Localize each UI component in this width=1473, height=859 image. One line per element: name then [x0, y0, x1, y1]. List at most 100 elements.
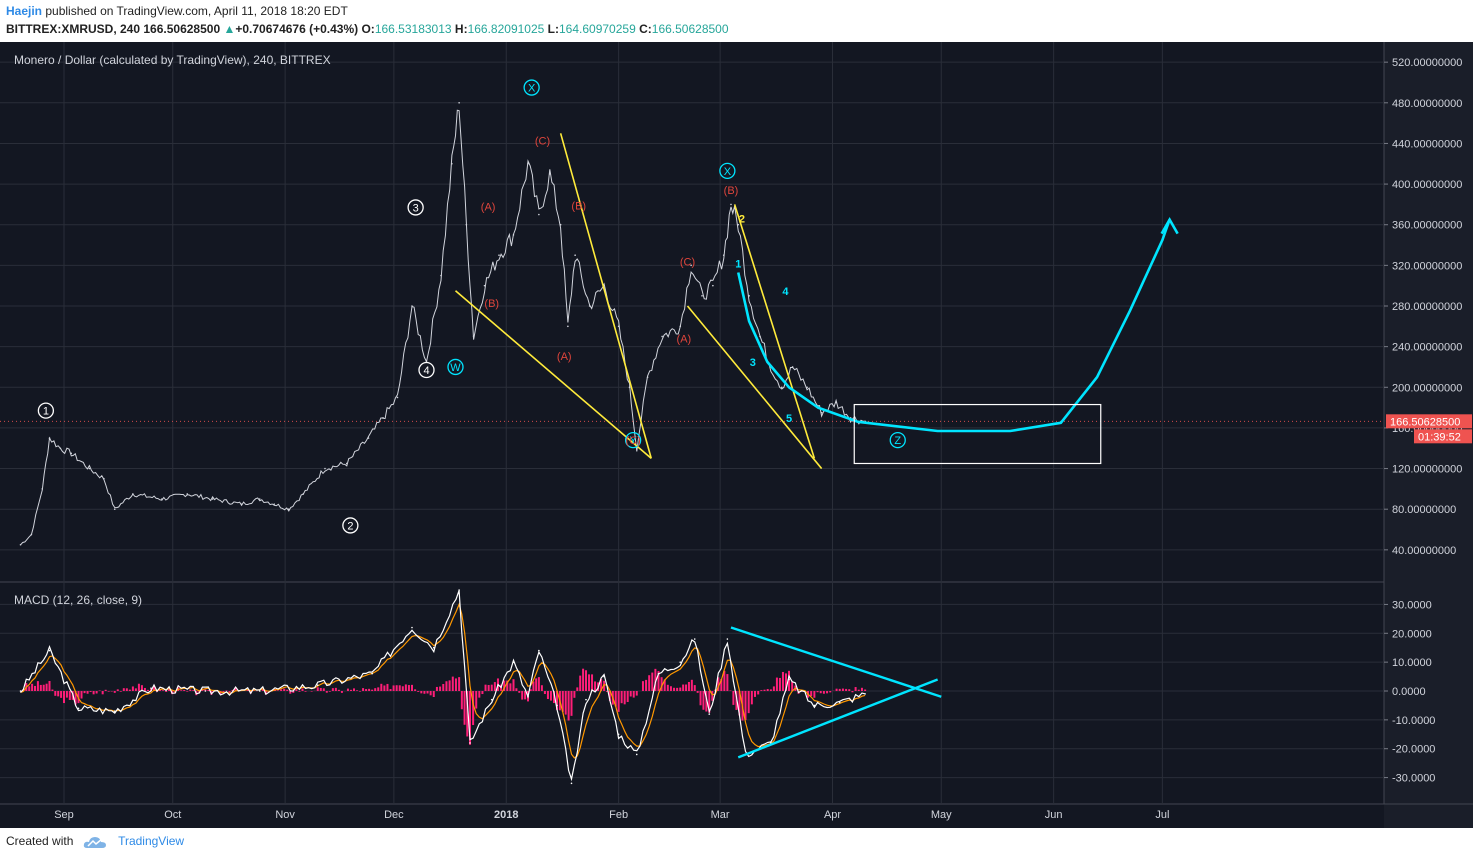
- price-point: [483, 284, 486, 287]
- macd-point: [838, 701, 841, 704]
- y-tick-label: 400.00000000: [1392, 179, 1462, 191]
- y-tick-label: 360.00000000: [1392, 220, 1462, 232]
- macd-point: [726, 638, 729, 640]
- wave-degree-label: X: [528, 83, 536, 95]
- price-point: [132, 493, 134, 495]
- tradingview-logo-icon: [83, 836, 106, 848]
- x-tick-label: Dec: [384, 809, 404, 821]
- x-tick-label: Mar: [711, 809, 730, 821]
- price-change: +0.70674676 (+0.43%): [235, 22, 359, 36]
- sub-wave-count: 1: [735, 258, 741, 270]
- price-point: [465, 223, 468, 226]
- circled-wave-number: 1: [43, 406, 49, 418]
- macd-line: [20, 590, 866, 782]
- price-point: [635, 447, 638, 450]
- macd-point: [258, 690, 261, 692]
- macd-point: [570, 782, 573, 785]
- price-point: [396, 396, 399, 399]
- price-point: [345, 462, 348, 465]
- circled-wave-number-ring: [418, 361, 435, 379]
- macd-lower-trend-line: [737, 678, 939, 759]
- macd-y-tick-label: -20.0000: [1392, 744, 1435, 756]
- price-pane-title: Monero / Dollar (calculated by TradingVi…: [14, 53, 331, 67]
- macd-point: [603, 675, 605, 678]
- tradingview-link[interactable]: TradingView: [118, 834, 185, 848]
- sub-wave-count: 3: [750, 357, 756, 369]
- x-tick-label: May: [931, 809, 952, 821]
- target-zone-box: [853, 403, 1102, 465]
- price-point: [701, 295, 703, 297]
- red-wave-label: (A): [557, 351, 572, 363]
- yellow-trend-line: [733, 204, 816, 459]
- wave-degree-label-ring: [624, 431, 642, 449]
- price-point: [835, 401, 837, 404]
- price-point: [791, 366, 794, 368]
- circled-wave-number: 4: [423, 365, 429, 377]
- macd-y-tick-label: 0.0000: [1392, 686, 1426, 698]
- cyan-arrow-head: [1160, 217, 1179, 235]
- price-point: [48, 437, 51, 439]
- chart-canvas[interactable]: Sep Oct Nov Dec 2018 Feb Mar Apr May Jun Jul520.00…: [0, 42, 1473, 828]
- current-price-tag: [1386, 414, 1472, 429]
- price-point: [324, 467, 326, 470]
- red-wave-label: (B): [724, 185, 739, 197]
- price-point: [780, 386, 783, 389]
- price-point: [59, 447, 62, 450]
- y-tick-label: 40.00000000: [1392, 545, 1456, 557]
- cyan-projection-curve: [736, 219, 1171, 433]
- price-point: [527, 162, 529, 165]
- price-point: [646, 376, 649, 378]
- price-point: [70, 452, 73, 455]
- macd-y-tick-label: -10.0000: [1392, 715, 1435, 727]
- red-wave-label: (A): [677, 334, 692, 346]
- red-wave-label: (A): [481, 201, 496, 213]
- price-point: [737, 223, 740, 226]
- macd-y-tick-label: -30.0000: [1392, 773, 1435, 785]
- sub-wave-count: 2: [739, 214, 745, 226]
- price-point: [548, 173, 551, 175]
- x-tick-label: Jun: [1045, 809, 1063, 821]
- price-point: [411, 305, 413, 307]
- wave-degree-label-ring: [719, 162, 736, 180]
- price-point: [661, 335, 663, 338]
- publish-line: Haejin published on TradingView.com, Apr…: [6, 4, 348, 18]
- y-tick-label: 440.00000000: [1392, 138, 1462, 150]
- price-point: [617, 325, 620, 328]
- circled-wave-number: 2: [347, 520, 353, 532]
- macd-point: [813, 704, 816, 707]
- price-point: [273, 503, 276, 505]
- high-value: 166.82091025: [467, 22, 545, 36]
- countdown-tag: [1414, 429, 1472, 444]
- x-tick-label: Feb: [609, 809, 628, 821]
- x-tick-label: Apr: [824, 809, 841, 821]
- price-point: [440, 274, 442, 277]
- price-point: [748, 295, 750, 297]
- price-point: [103, 477, 105, 480]
- price-point: [679, 325, 682, 328]
- price-point: [512, 234, 515, 236]
- price-point: [574, 254, 576, 256]
- macd-point: [204, 690, 207, 692]
- price-point: [730, 203, 732, 206]
- macd-y-tick-label: 20.0000: [1392, 628, 1432, 640]
- y-tick-label: 320.00000000: [1392, 260, 1462, 272]
- yellow-trend-line: [559, 133, 653, 459]
- price-point: [712, 284, 714, 287]
- red-wave-label: (B): [484, 298, 499, 310]
- low-label: L:: [547, 22, 559, 36]
- macd-point: [708, 713, 711, 715]
- high-label: H:: [454, 22, 468, 36]
- x-tick-label: Oct: [164, 809, 181, 821]
- price-point: [559, 223, 562, 226]
- yellow-trend-line: [454, 290, 652, 460]
- low-value: 164.60970259: [559, 22, 636, 36]
- price-point: [88, 467, 91, 470]
- wave-degree-label: W: [450, 362, 461, 374]
- price-point: [211, 498, 214, 500]
- circled-wave-number: 3: [413, 202, 419, 214]
- close-value: 166.50628500: [651, 22, 729, 36]
- author-name[interactable]: Haejin: [6, 4, 43, 18]
- y-tick-label: 480.00000000: [1392, 98, 1462, 110]
- price-point: [258, 498, 261, 500]
- y-tick-label: 280.00000000: [1392, 301, 1462, 313]
